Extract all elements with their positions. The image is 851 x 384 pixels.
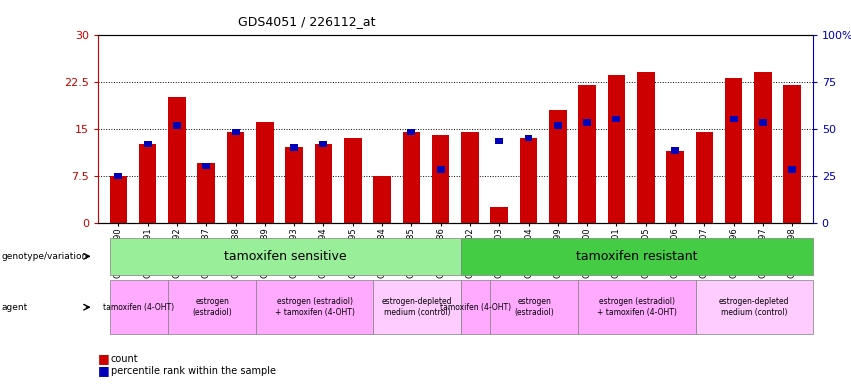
- Bar: [437, 166, 444, 172]
- Bar: [173, 122, 181, 129]
- Text: agent: agent: [2, 303, 28, 312]
- Text: percentile rank within the sample: percentile rank within the sample: [111, 366, 276, 376]
- Bar: [637, 72, 654, 223]
- Bar: [784, 85, 801, 223]
- Text: GDS4051 / 226112_at: GDS4051 / 226112_at: [238, 15, 376, 28]
- Text: estrogen (estradiol)
+ tamoxifen (4-OHT): estrogen (estradiol) + tamoxifen (4-OHT): [597, 298, 677, 317]
- Text: tamoxifen resistant: tamoxifen resistant: [576, 250, 698, 263]
- Bar: [520, 138, 537, 223]
- Text: genotype/variation: genotype/variation: [2, 252, 88, 261]
- Bar: [226, 132, 244, 223]
- Text: estrogen
(estradiol): estrogen (estradiol): [515, 298, 554, 317]
- Bar: [231, 129, 239, 135]
- Bar: [490, 207, 508, 223]
- Bar: [549, 110, 567, 223]
- Bar: [344, 138, 362, 223]
- Bar: [579, 85, 596, 223]
- Text: ■: ■: [98, 353, 110, 366]
- Bar: [319, 141, 328, 147]
- Bar: [554, 122, 562, 129]
- Bar: [431, 135, 449, 223]
- Bar: [197, 163, 215, 223]
- Bar: [408, 129, 415, 135]
- Bar: [729, 116, 738, 122]
- Text: tamoxifen (4-OHT): tamoxifen (4-OHT): [440, 303, 511, 312]
- Bar: [725, 78, 742, 223]
- Bar: [788, 166, 797, 172]
- Bar: [114, 172, 123, 179]
- Bar: [666, 151, 684, 223]
- Text: tamoxifen (4-OHT): tamoxifen (4-OHT): [103, 303, 174, 312]
- Bar: [110, 176, 127, 223]
- Text: estrogen (estradiol)
+ tamoxifen (4-OHT): estrogen (estradiol) + tamoxifen (4-OHT): [275, 298, 355, 317]
- Bar: [461, 132, 479, 223]
- Bar: [285, 147, 303, 223]
- Bar: [168, 97, 186, 223]
- Bar: [695, 132, 713, 223]
- Bar: [613, 116, 620, 122]
- Bar: [256, 122, 274, 223]
- Text: estrogen
(estradiol): estrogen (estradiol): [192, 298, 232, 317]
- Bar: [754, 72, 772, 223]
- Text: tamoxifen sensitive: tamoxifen sensitive: [224, 250, 346, 263]
- Bar: [139, 144, 157, 223]
- Bar: [290, 144, 298, 151]
- Text: ■: ■: [98, 364, 110, 377]
- Text: estrogen-depleted
medium (control): estrogen-depleted medium (control): [719, 298, 790, 317]
- Bar: [524, 135, 533, 141]
- Bar: [671, 147, 679, 154]
- Text: estrogen-depleted
medium (control): estrogen-depleted medium (control): [382, 298, 453, 317]
- Bar: [203, 163, 210, 169]
- Bar: [403, 132, 420, 223]
- Bar: [759, 119, 767, 126]
- Bar: [608, 75, 625, 223]
- Bar: [495, 138, 503, 144]
- Bar: [583, 119, 591, 126]
- Bar: [144, 141, 151, 147]
- Bar: [374, 176, 391, 223]
- Bar: [315, 144, 332, 223]
- Text: count: count: [111, 354, 138, 364]
